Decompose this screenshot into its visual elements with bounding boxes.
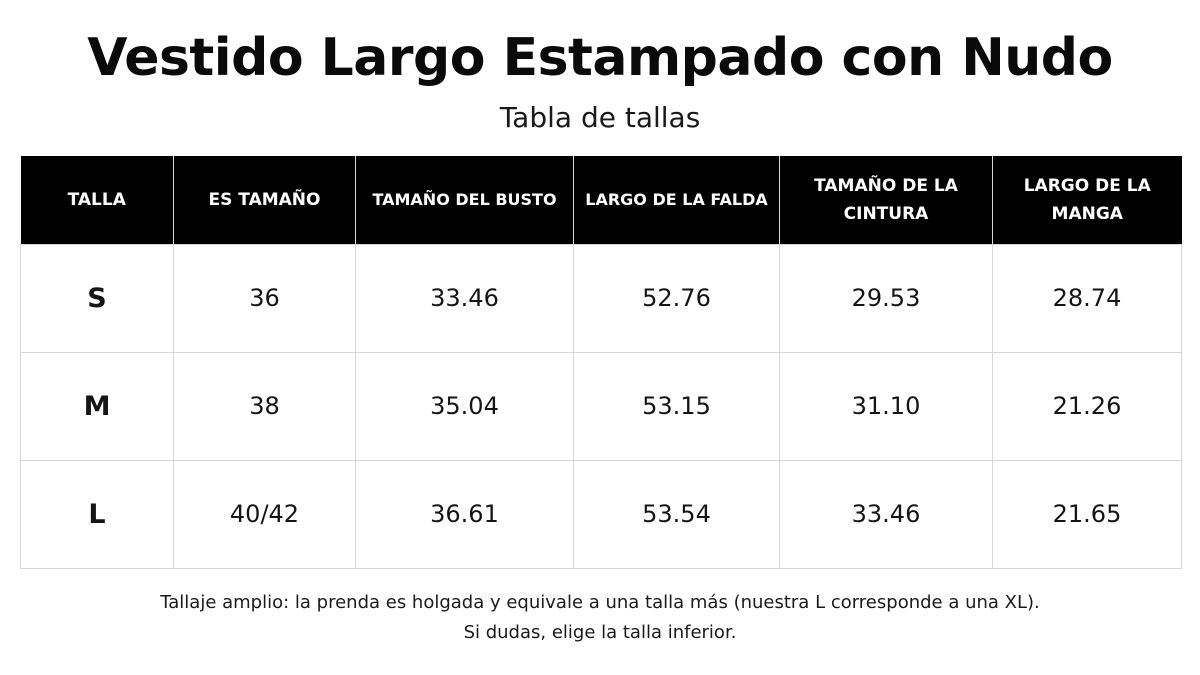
table-row: S 36 33.46 52.76 29.53 28.74 — [20, 243, 1182, 353]
skirt-length-cell: 53.54 — [573, 459, 780, 569]
es-size-cell: 36 — [173, 243, 356, 353]
sleeve-length-cell: 21.26 — [992, 351, 1182, 461]
bust-cell: 36.61 — [355, 459, 574, 569]
header-talla: TALLA — [20, 156, 174, 244]
table-body: S 36 33.46 52.76 29.53 28.74 M 38 35.04 … — [20, 243, 1182, 569]
sleeve-length-cell: 28.74 — [992, 243, 1182, 353]
size-cell: M — [20, 351, 174, 461]
es-size-cell: 40/42 — [173, 459, 356, 569]
size-cell: L — [20, 459, 174, 569]
table-row: L 40/42 36.61 53.54 33.46 21.65 — [20, 459, 1182, 569]
header-tamano-busto: TAMAÑO DEL BUSTO — [355, 156, 574, 244]
bust-cell: 33.46 — [355, 243, 574, 353]
page-subtitle: Tabla de tallas — [499, 101, 701, 134]
bust-cell: 35.04 — [355, 351, 574, 461]
table-header: TALLA ES TAMAÑO TAMAÑO DEL BUSTO LARGO D… — [20, 156, 1182, 244]
fit-note-line-2: Si dudas, elige la talla inferior. — [463, 622, 737, 643]
header-largo-manga: LARGO DE LA MANGA — [992, 156, 1182, 244]
fit-note: Tallaje amplio: la prenda es holgada y e… — [0, 588, 1200, 648]
es-size-cell: 38 — [173, 351, 356, 461]
waist-cell: 29.53 — [779, 243, 993, 353]
size-cell: S — [20, 243, 174, 353]
skirt-length-cell: 53.15 — [573, 351, 780, 461]
fit-note-line-1: Tallaje amplio: la prenda es holgada y e… — [160, 592, 1040, 613]
sleeve-length-cell: 21.65 — [992, 459, 1182, 569]
waist-cell: 33.46 — [779, 459, 993, 569]
header-largo-falda: LARGO DE LA FALDA — [573, 156, 780, 244]
waist-cell: 31.10 — [779, 351, 993, 461]
header-tamano-cintura: TAMAÑO DE LA CINTURA — [779, 156, 993, 244]
size-chart-table: TALLA ES TAMAÑO TAMAÑO DEL BUSTO LARGO D… — [20, 156, 1182, 569]
header-es-tamano: ES TAMAÑO — [173, 156, 356, 244]
page-title: Vestido Largo Estampado con Nudo — [87, 28, 1113, 88]
skirt-length-cell: 52.76 — [573, 243, 780, 353]
table-row: M 38 35.04 53.15 31.10 21.26 — [20, 351, 1182, 461]
header-row: TALLA ES TAMAÑO TAMAÑO DEL BUSTO LARGO D… — [20, 156, 1182, 244]
